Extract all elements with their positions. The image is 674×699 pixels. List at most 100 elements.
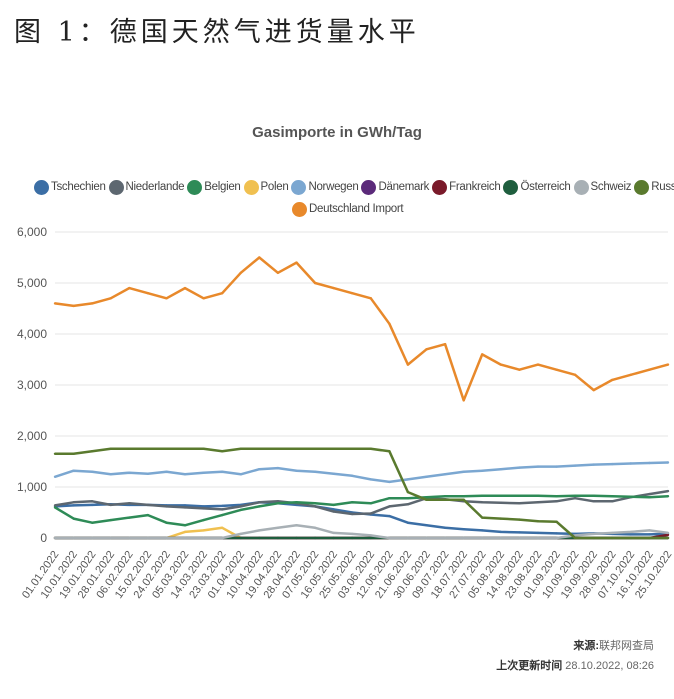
data-point <box>91 450 94 453</box>
data-point <box>72 504 75 507</box>
data-point <box>555 500 558 503</box>
legend-item-tschechien[interactable]: Tschechien <box>34 179 106 195</box>
legend-swatch <box>361 179 377 195</box>
data-point <box>481 516 484 519</box>
legend-item-russland[interactable]: Russland <box>634 179 674 195</box>
legend-item-schweiz[interactable]: Schweiz <box>573 179 632 195</box>
data-point <box>128 286 131 290</box>
x-axis: 01.01.202210.01.202219.01.202228.01.2022… <box>20 549 674 601</box>
data-point <box>443 495 447 498</box>
data-point <box>276 271 280 274</box>
data-point <box>536 494 540 497</box>
series-line-norwegen <box>54 461 669 484</box>
y-tick-label: 6,000 <box>17 225 47 239</box>
legend-item-deutschland-import[interactable]: Deutschland Import <box>292 201 404 217</box>
data-point <box>202 518 205 522</box>
data-point <box>499 363 502 366</box>
data-point <box>518 466 521 469</box>
data-point <box>499 501 502 504</box>
legend-item-frankreich[interactable]: Frankreich <box>432 179 501 195</box>
data-point <box>202 505 205 508</box>
data-point <box>369 512 372 515</box>
data-point <box>221 536 224 540</box>
legend-item-polen[interactable]: Polen <box>243 179 289 195</box>
data-point <box>313 505 317 508</box>
data-point <box>72 536 75 540</box>
legend-item-niederlande[interactable]: Niederlande <box>108 179 185 195</box>
data-point <box>109 473 112 476</box>
data-point <box>53 506 57 509</box>
data-point <box>239 447 242 450</box>
data-point <box>165 297 168 300</box>
data-point <box>91 536 94 540</box>
data-point <box>165 447 168 450</box>
data-point <box>406 503 410 506</box>
data-point <box>648 529 651 532</box>
legend-swatch <box>291 179 307 195</box>
data-point <box>276 502 280 505</box>
data-point <box>592 536 595 540</box>
data-point <box>462 536 465 540</box>
series-norwegen <box>53 461 670 484</box>
data-point <box>351 536 354 540</box>
data-point <box>481 501 484 504</box>
data-point <box>202 529 205 532</box>
data-point <box>666 461 670 464</box>
data-point <box>109 447 112 450</box>
data-point <box>91 470 94 473</box>
data-point <box>221 513 224 517</box>
series-line-schweiz <box>55 524 669 540</box>
legend-item-sterreich[interactable]: Österreich <box>503 179 571 195</box>
data-point <box>518 531 521 534</box>
data-point <box>536 501 540 504</box>
data-point <box>518 494 521 497</box>
data-point <box>462 498 465 501</box>
data-point <box>351 501 354 504</box>
data-point <box>573 464 577 467</box>
data-point <box>351 512 354 516</box>
series-belgien <box>53 494 670 527</box>
data-point <box>425 496 428 499</box>
data-point <box>592 388 595 392</box>
data-point <box>443 473 447 476</box>
data-point <box>276 536 280 540</box>
data-point <box>406 521 410 524</box>
data-point <box>555 368 558 371</box>
legend-swatch <box>503 179 519 195</box>
data-point <box>518 502 521 505</box>
legend-item-norwegen[interactable]: Norwegen <box>291 179 359 195</box>
data-point <box>351 474 354 477</box>
data-point <box>518 536 521 540</box>
data-point <box>165 505 168 508</box>
data-point <box>239 508 242 512</box>
data-point <box>183 524 187 527</box>
y-axis: 0 1,000 2,000 3,000 4,000 5,000 6,000 <box>17 225 47 545</box>
chart-title: Gasimporte in GWh/Tag <box>252 124 422 141</box>
data-point <box>239 271 242 274</box>
data-point <box>91 500 94 503</box>
data-point <box>109 503 112 507</box>
data-point <box>406 478 410 481</box>
legend-swatch <box>432 179 448 195</box>
data-point <box>369 478 372 481</box>
legend-item-belgien[interactable]: Belgien <box>187 179 241 195</box>
data-point <box>276 447 280 450</box>
data-point <box>183 530 187 534</box>
data-point <box>388 497 391 500</box>
source-value: 联邦网查局 <box>599 640 654 652</box>
legend-item-d-nemark[interactable]: Dänemark <box>361 179 429 195</box>
data-point <box>109 297 112 300</box>
data-point <box>351 292 354 295</box>
data-point <box>128 536 131 540</box>
data-point <box>406 363 410 366</box>
data-point <box>202 297 205 300</box>
data-point <box>443 526 447 529</box>
y-tick-label: 0 <box>40 531 47 545</box>
data-point <box>481 469 484 472</box>
data-point <box>369 447 372 450</box>
data-point <box>295 536 298 540</box>
data-point <box>221 508 224 511</box>
data-point <box>388 450 391 453</box>
data-point <box>258 505 261 508</box>
data-point <box>388 480 391 484</box>
